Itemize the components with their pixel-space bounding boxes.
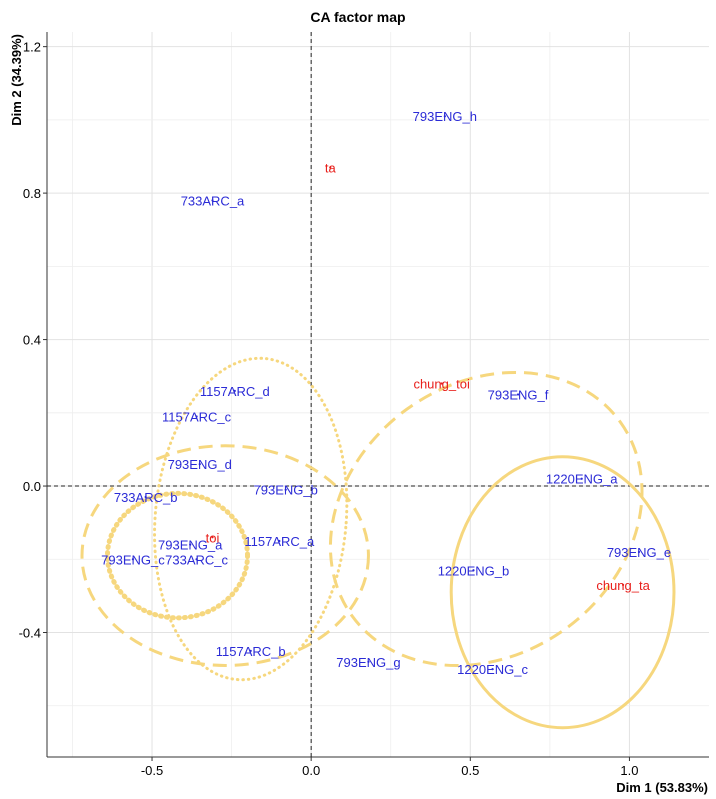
point-label: 793ENG_g [336,655,400,670]
confidence-ellipse [449,455,676,730]
confidence-ellipses [80,356,676,730]
y-tick-label: 1.2 [23,40,41,55]
confidence-ellipse [153,356,349,682]
point-label: 1220ENG_b [438,563,510,578]
point-marker [491,668,494,671]
point-marker [440,382,443,385]
point-label: 1157ARC_c [162,409,232,424]
point-marker [329,166,332,169]
y-tick-label: 0.4 [23,333,41,348]
point-label: ta [325,160,337,175]
point-label: 793ENG_a [158,538,223,553]
point-label: 733ARC_a [181,193,245,208]
confidence-ellipse [80,444,370,667]
point-marker [516,393,520,396]
point-label: 1157ARC_d [200,384,270,399]
point-label: 793ENG_c [101,552,165,567]
confidence-ellipse [104,490,251,621]
point-label: 793ENG_f [488,388,549,403]
point-marker [621,583,625,587]
point-marker [249,649,252,652]
point-marker [211,199,214,202]
point-marker [189,543,192,546]
point-marker [637,550,641,554]
axis-ticks: -0.5 0.0 0.5 1.0 -0.4 0.0 0.4 0.8 1.2 [19,40,639,778]
x-tick-label: -0.5 [141,763,163,778]
point-marker [195,558,198,561]
point-marker [198,462,201,466]
point-marker [580,477,583,480]
point-marker [278,539,281,543]
point-marker [284,488,287,491]
grid [47,32,709,757]
point-marker [443,115,446,118]
x-tick-label: 1.0 [620,763,638,778]
point-label: 1220ENG_c [457,662,528,677]
y-tick-label: 0.0 [23,479,41,494]
point-label: 1157ARC_b [216,644,286,659]
point-label: chung_toi [413,377,469,392]
point-label: chung_ta [596,578,650,593]
x-axis-label: Dim 1 (53.83%) [616,780,708,795]
point-label: 733ARC_b [114,490,178,505]
point-label: 793ENG_b [254,483,318,498]
y-axis-label: Dim 2 (34.39%) [9,34,24,126]
y-tick-label: -0.4 [19,626,41,641]
point-label: 733ARC_c [165,552,228,567]
point-marker [195,415,198,418]
point-marker [211,536,214,539]
point-label: 793ENG_e [607,545,671,560]
y-tick-label: 0.8 [23,186,41,201]
points: 793ENG_h 733ARC_a 793ENG_f 1157ARC_d 1157ARC… [101,109,671,677]
point-label: 793ENG_h [413,109,477,124]
point-label: 1220ENG_a [546,472,618,487]
point-label: toi [206,530,220,545]
x-tick-label: 0.5 [461,763,479,778]
point-marker [367,660,370,663]
point-marker [144,495,147,499]
reference-lines [46,32,709,758]
x-tick-label: 0.0 [302,763,320,778]
point-marker [472,569,475,572]
confidence-ellipse [328,370,644,668]
point-marker [131,558,135,561]
point-label: 1157ARC_a [244,534,315,549]
point-label: 793ENG_d [168,457,232,472]
chart-title: CA factor map [310,9,405,25]
point-marker [233,389,236,392]
